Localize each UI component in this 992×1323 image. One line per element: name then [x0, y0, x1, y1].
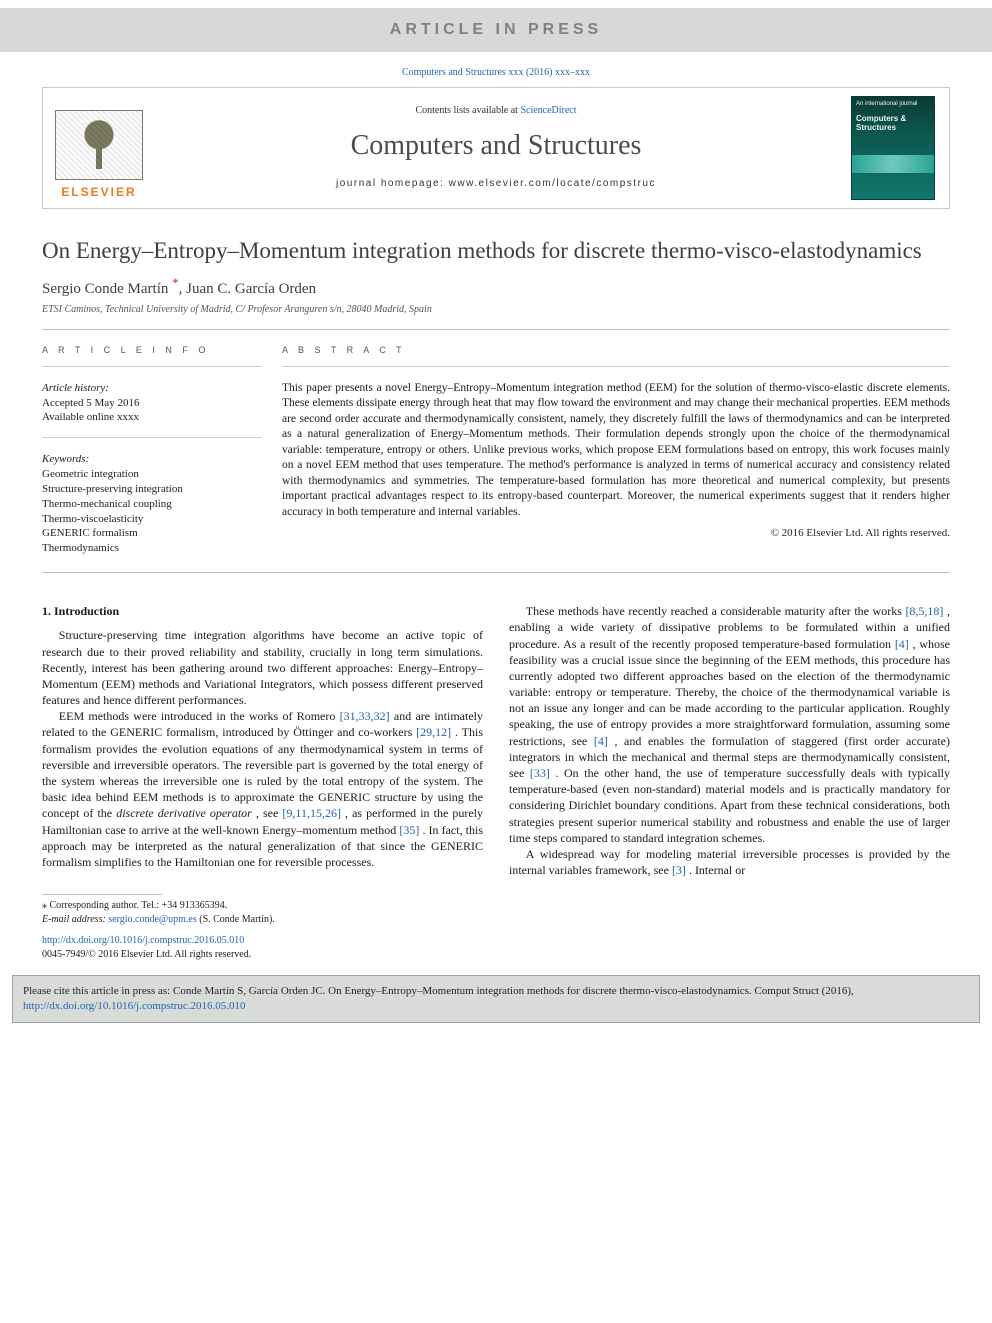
- divider: [282, 366, 950, 367]
- author-1: Sergio Conde Martín: [42, 281, 168, 297]
- authors-line: Sergio Conde Martín *, Juan C. García Or…: [42, 274, 950, 299]
- body-para: These methods have recently reached a co…: [509, 603, 950, 846]
- citation-link[interactable]: [8,5,18]: [905, 604, 943, 618]
- email-footnote: E-mail address: sergio.conde@upm.es (S. …: [42, 913, 460, 927]
- journal-cover-icon: An international journal Computers & Str…: [851, 96, 935, 200]
- keyword: Thermo-viscoelasticity: [42, 512, 262, 527]
- footnotes: ⁎ Corresponding author. Tel.: +34 913365…: [42, 894, 460, 926]
- body-columns: 1. Introduction Structure-preserving tim…: [42, 603, 950, 878]
- citation-link[interactable]: [33]: [530, 766, 550, 780]
- body-para: Structure-preserving time integration al…: [42, 627, 483, 708]
- keyword: Geometric integration: [42, 467, 262, 482]
- divider: [42, 329, 950, 330]
- abstract-col: A B S T R A C T This paper presents a no…: [282, 344, 950, 557]
- publisher-word: ELSEVIER: [61, 184, 136, 200]
- section-heading-intro: 1. Introduction: [42, 603, 483, 619]
- issn-line: 0045-7949/© 2016 Elsevier Ltd. All right…: [42, 949, 251, 960]
- divider: [42, 572, 950, 573]
- sciencedirect-link[interactable]: ScienceDirect: [520, 105, 576, 116]
- body-para: A widespread way for modeling material i…: [509, 846, 950, 878]
- t: , see: [256, 806, 282, 820]
- citation-link[interactable]: [35]: [399, 823, 419, 837]
- cite-text: Please cite this article in press as: Co…: [23, 985, 854, 997]
- doi-block: http://dx.doi.org/10.1016/j.compstruc.20…: [42, 934, 950, 961]
- divider: [42, 366, 262, 367]
- abstract-head: A B S T R A C T: [282, 344, 950, 356]
- keywords-label: Keywords:: [42, 452, 262, 467]
- doi-link[interactable]: http://dx.doi.org/10.1016/j.compstruc.20…: [42, 935, 244, 946]
- corr-text: Corresponding author. Tel.: +34 91336539…: [50, 900, 228, 911]
- citation-link[interactable]: [3]: [672, 863, 686, 877]
- citation-link[interactable]: [9,11,15,26]: [282, 806, 341, 820]
- in-press-banner: ARTICLE IN PRESS: [0, 8, 992, 52]
- keyword: Thermodynamics: [42, 541, 262, 556]
- cover-top-text: An international journal: [856, 101, 930, 108]
- history-online: Available online xxxx: [42, 410, 262, 425]
- citation-link[interactable]: [31,33,32]: [340, 709, 390, 723]
- history-label: Article history:: [42, 381, 262, 396]
- masthead-center: Contents lists available at ScienceDirec…: [155, 88, 837, 208]
- email-link[interactable]: sergio.conde@upm.es: [108, 914, 196, 925]
- article: On Energy–Entropy–Momentum integration m…: [42, 237, 950, 961]
- t: These methods have recently reached a co…: [526, 604, 906, 618]
- journal-reference: Computers and Structures xxx (2016) xxx–…: [0, 52, 992, 88]
- abstract-text: This paper presents a novel Energy–Entro…: [282, 381, 950, 521]
- cite-doi-link[interactable]: http://dx.doi.org/10.1016/j.compstruc.20…: [23, 1000, 246, 1012]
- affiliation: ETSI Caminos, Technical University of Ma…: [42, 303, 950, 317]
- email-label: E-mail address:: [42, 914, 108, 925]
- masthead: ELSEVIER Contents lists available at Sci…: [42, 87, 950, 209]
- keyword: GENERIC formalism: [42, 526, 262, 541]
- citation-link[interactable]: [4]: [594, 734, 608, 748]
- t: . Internal or: [689, 863, 745, 877]
- journal-name: Computers and Structures: [159, 127, 833, 165]
- elsevier-tree-icon: [55, 110, 143, 180]
- corresponding-star-icon: ⁎: [42, 900, 50, 911]
- email-suffix: (S. Conde Martín).: [199, 914, 275, 925]
- body-para: EEM methods were introduced in the works…: [42, 708, 483, 870]
- citation-link[interactable]: [4]: [895, 637, 909, 651]
- emphasis: discrete derivative operator: [116, 806, 252, 820]
- article-title: On Energy–Entropy–Momentum integration m…: [42, 237, 950, 266]
- journal-homepage: journal homepage: www.elsevier.com/locat…: [159, 177, 833, 191]
- cite-box: Please cite this article in press as: Co…: [12, 975, 980, 1023]
- copyright-line: © 2016 Elsevier Ltd. All rights reserved…: [282, 526, 950, 541]
- divider: [42, 437, 262, 438]
- keyword: Thermo-mechanical coupling: [42, 497, 262, 512]
- footnote-rule: [42, 894, 162, 895]
- article-info-head: A R T I C L E I N F O: [42, 344, 262, 356]
- history-accepted: Accepted 5 May 2016: [42, 396, 262, 411]
- keyword: Structure-preserving integration: [42, 482, 262, 497]
- article-info-col: A R T I C L E I N F O Article history: A…: [42, 344, 262, 557]
- author-2: Juan C. García Orden: [186, 281, 316, 297]
- t: . On the other hand, the use of temperat…: [509, 766, 950, 845]
- t: , whose feasibility was a crucial issue …: [509, 637, 950, 748]
- info-abstract-row: A R T I C L E I N F O Article history: A…: [42, 344, 950, 557]
- citation-link[interactable]: [29,12]: [416, 725, 451, 739]
- journal-reference-link[interactable]: Computers and Structures xxx (2016) xxx–…: [402, 67, 590, 78]
- publisher-logo-box: ELSEVIER: [43, 88, 155, 208]
- contents-prefix: Contents lists available at: [415, 105, 520, 116]
- cover-band-graphic: [852, 155, 934, 173]
- cover-title-text: Computers & Structures: [856, 115, 930, 133]
- cover-box: An international journal Computers & Str…: [837, 88, 949, 208]
- t: EEM methods were introduced in the works…: [59, 709, 340, 723]
- corresponding-footnote: ⁎ Corresponding author. Tel.: +34 913365…: [42, 899, 460, 913]
- contents-line: Contents lists available at ScienceDirec…: [159, 104, 833, 118]
